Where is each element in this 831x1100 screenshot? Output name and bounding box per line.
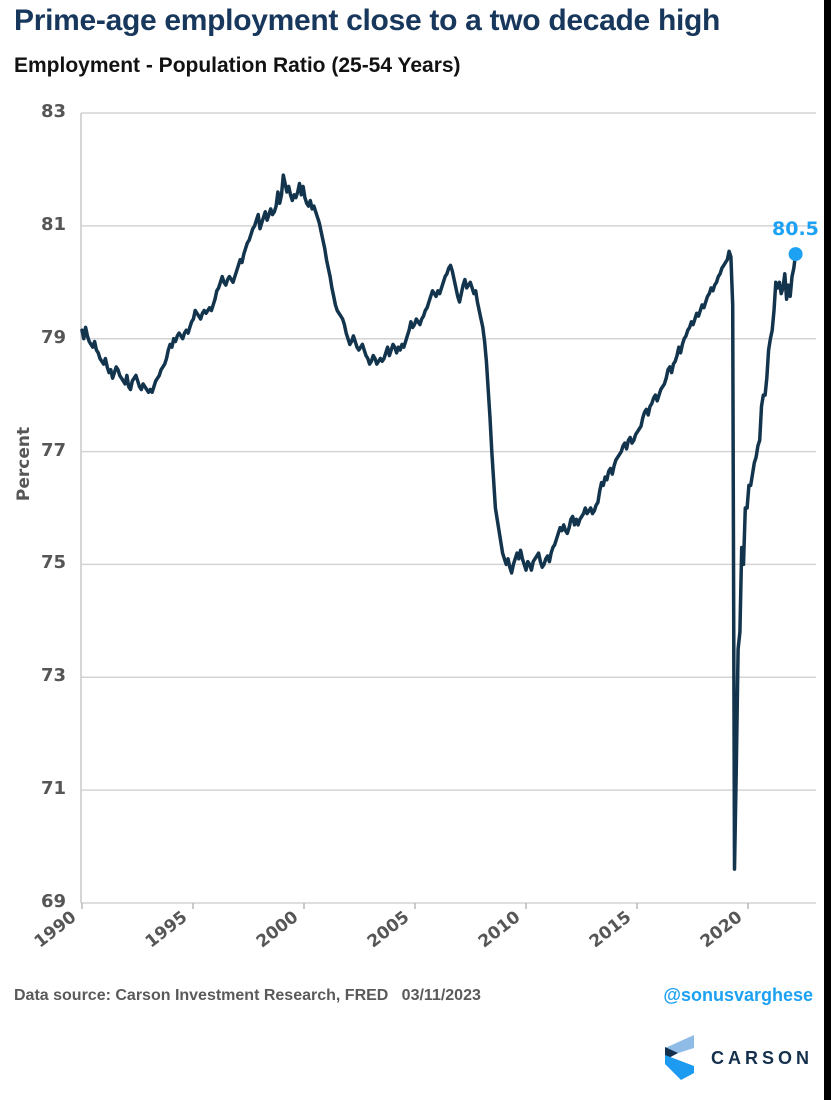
twitter-handle[interactable]: @sonusvarghese <box>663 985 813 1005</box>
x-tick-label: 2005 <box>287 903 413 952</box>
x-tick-label: 2020 <box>620 903 746 952</box>
x-tick-label: 2015 <box>509 903 635 952</box>
y-tick-label: 81 <box>40 213 66 235</box>
x-tick-label: 2000 <box>176 903 302 952</box>
right-border-bar <box>824 0 831 1100</box>
y-tick-label: 75 <box>40 552 66 574</box>
series-line <box>80 173 798 871</box>
y-tick-label: 71 <box>40 778 66 800</box>
y-tick-label: 83 <box>40 101 66 122</box>
carson-logo-text: CARSON <box>710 1047 813 1068</box>
last-value-label: 80.5 <box>772 218 819 240</box>
carson-logo: CARSON <box>663 1035 813 1081</box>
line-chart <box>80 112 816 909</box>
page-title: Prime-age employment close to a two deca… <box>14 4 721 37</box>
y-tick-label: 77 <box>40 439 66 461</box>
x-tick-label: 2010 <box>398 903 524 952</box>
chart-subtitle: Employment - Population Ratio (25-54 Yea… <box>14 54 461 77</box>
carson-logo-icon <box>664 1035 694 1080</box>
y-axis-title: Percent <box>14 426 34 502</box>
last-point-dot <box>788 247 803 262</box>
y-tick-label: 73 <box>40 665 66 687</box>
y-tick-label: 79 <box>40 326 66 348</box>
y-tick-label: 69 <box>40 891 66 912</box>
x-tick-label: 1995 <box>65 903 191 952</box>
data-source-note: Data source: Carson Investment Research,… <box>14 987 481 1004</box>
